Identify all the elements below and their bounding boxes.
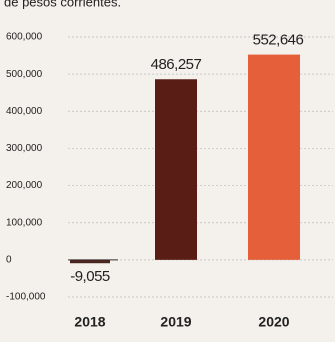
y-tick-label: 400,000 bbox=[6, 106, 43, 117]
x-tick-label: 2019 bbox=[160, 314, 191, 330]
bar bbox=[155, 79, 197, 260]
x-tick-label: 2020 bbox=[258, 314, 289, 330]
y-tick-label: -100,000 bbox=[6, 292, 46, 303]
y-tick-label: 0 bbox=[6, 254, 12, 265]
y-tick-label: 100,000 bbox=[6, 217, 43, 228]
y-tick-label: 500,000 bbox=[6, 69, 43, 80]
data-label: 486,257 bbox=[151, 56, 202, 73]
y-tick-label: 200,000 bbox=[6, 180, 43, 191]
bar bbox=[248, 54, 300, 260]
data-label: 552,646 bbox=[253, 32, 304, 49]
bar bbox=[70, 259, 110, 264]
x-tick-label: 2018 bbox=[74, 314, 105, 330]
data-label: -9,055 bbox=[70, 268, 110, 285]
chart-subtitle: de pesos corrientes. bbox=[4, 0, 121, 9]
y-tick-label: 600,000 bbox=[6, 32, 43, 43]
y-tick-label: 300,000 bbox=[6, 143, 43, 154]
